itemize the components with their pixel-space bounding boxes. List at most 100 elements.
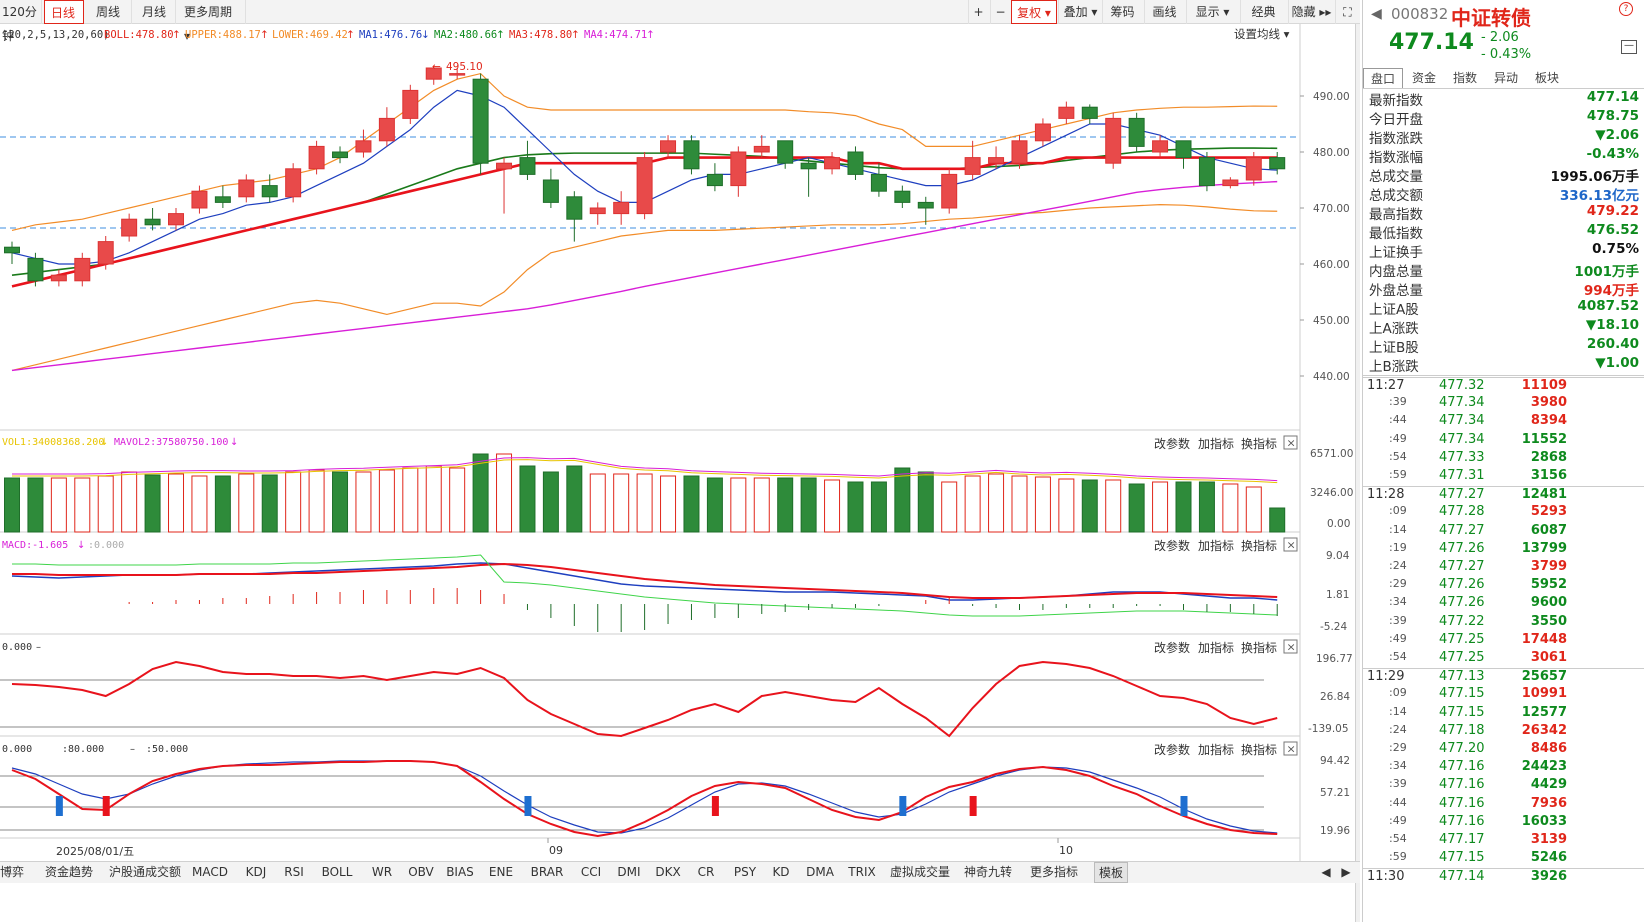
indicator-tab[interactable]: DMA: [806, 865, 834, 879]
add-indicator-button[interactable]: 加指标: [1198, 538, 1234, 553]
candle[interactable]: [308, 145, 325, 170]
indicator-tab[interactable]: DKX: [655, 865, 681, 879]
candle[interactable]: [1175, 140, 1192, 159]
overlay-dropdown[interactable]: 叠加 ▾: [1058, 0, 1102, 24]
close-panel-icon[interactable]: [1283, 537, 1298, 552]
kline-chart[interactable]: (20,2,5,13,20,60) BOLL:478.80 ↑ UPPER:48…: [0, 24, 1360, 862]
candle[interactable]: [285, 168, 302, 198]
change-params-button[interactable]: 改参数: [1154, 436, 1190, 451]
close-panel-icon[interactable]: [1283, 639, 1298, 654]
candle[interactable]: [964, 157, 981, 175]
hide-button[interactable]: 隐藏 ▸▸: [1288, 0, 1334, 24]
indicator-tab[interactable]: CCI: [580, 865, 602, 879]
indicator-tab[interactable]: 资金趋势: [44, 865, 93, 879]
switch-indicator-button[interactable]: 换指标: [1241, 538, 1277, 553]
adjust-rights-dropdown[interactable]: 复权 ▾: [1011, 0, 1057, 24]
candle[interactable]: [74, 257, 91, 282]
candle[interactable]: [1245, 157, 1262, 181]
tab-sector[interactable]: 板块: [1534, 71, 1559, 85]
candle[interactable]: [753, 145, 770, 153]
zoom-in-button[interactable]: +: [968, 0, 988, 24]
candle[interactable]: [941, 173, 958, 209]
indicator-tab[interactable]: RSI: [284, 865, 304, 879]
candle[interactable]: [121, 218, 138, 237]
scroll-right-icon[interactable]: ▶: [1341, 865, 1351, 879]
indicator-tab[interactable]: 模板: [1094, 862, 1128, 883]
info-icon[interactable]: ?: [1619, 2, 1633, 16]
switch-indicator-button[interactable]: 换指标: [1241, 640, 1277, 655]
change-params-button[interactable]: 改参数: [1154, 538, 1190, 553]
candle[interactable]: [1034, 123, 1051, 142]
draw-line-button[interactable]: 画线: [1144, 0, 1184, 24]
indicator-tab[interactable]: BOLL: [321, 865, 353, 879]
candle[interactable]: [1081, 106, 1098, 119]
candle[interactable]: [1198, 157, 1215, 187]
candle[interactable]: [847, 151, 864, 175]
add-indicator-button[interactable]: 加指标: [1198, 640, 1234, 655]
prev-arrow-icon[interactable]: ◀: [1371, 6, 1382, 22]
candle[interactable]: [824, 157, 841, 170]
candle[interactable]: [1105, 117, 1122, 164]
fullscreen-icon[interactable]: ⛶: [1335, 0, 1359, 24]
candle[interactable]: [496, 162, 513, 170]
display-dropdown[interactable]: 显示 ▾: [1186, 0, 1238, 24]
candle[interactable]: [355, 140, 372, 153]
candle[interactable]: [50, 274, 67, 282]
indicator-tab[interactable]: 沪股通成交额: [108, 865, 181, 879]
indicator-tab[interactable]: TRIX: [848, 865, 876, 879]
indicator-tab[interactable]: 虚拟成交量: [889, 865, 950, 879]
chips-button[interactable]: 筹码: [1102, 0, 1142, 24]
indicator-tab[interactable]: DMI: [617, 865, 641, 879]
classic-button[interactable]: 经典: [1240, 0, 1286, 24]
candle[interactable]: [1269, 157, 1286, 170]
candle[interactable]: [97, 241, 114, 265]
indicator-tab[interactable]: ENE: [488, 865, 514, 879]
zoom-out-button[interactable]: −: [990, 0, 1010, 24]
indicator-tab[interactable]: 博弈: [0, 865, 25, 879]
tab-pankou[interactable]: 盘口: [1363, 68, 1403, 88]
switch-indicator-button[interactable]: 换指标: [1241, 436, 1277, 451]
candle[interactable]: [1152, 140, 1169, 153]
candle[interactable]: [261, 185, 278, 198]
candle[interactable]: [378, 117, 395, 142]
indicator-tab[interactable]: BIAS: [446, 865, 474, 879]
candle[interactable]: [988, 157, 1005, 164]
candle[interactable]: [449, 73, 466, 76]
candle[interactable]: [1128, 117, 1145, 147]
indicator-tab[interactable]: KDJ: [245, 865, 267, 879]
candle[interactable]: [566, 196, 583, 220]
candle[interactable]: [27, 257, 44, 282]
candle[interactable]: [214, 196, 231, 203]
candle[interactable]: [425, 67, 442, 80]
tab-anomaly[interactable]: 异动: [1493, 71, 1518, 85]
indicator-tab[interactable]: 神奇九转: [964, 865, 1013, 879]
candle[interactable]: [519, 157, 536, 175]
collapse-icon[interactable]: —: [1621, 40, 1637, 54]
candle[interactable]: [894, 190, 911, 203]
period-monthly-button[interactable]: 月线: [136, 0, 176, 24]
indicator-tab[interactable]: MACD: [192, 865, 228, 879]
tab-funds[interactable]: 资金: [1411, 71, 1436, 85]
indicator-tab[interactable]: KD: [772, 865, 790, 879]
tab-index[interactable]: 指数: [1452, 71, 1477, 85]
change-params-button[interactable]: 改参数: [1154, 640, 1190, 655]
switch-indicator-button[interactable]: 换指标: [1241, 742, 1277, 757]
candle[interactable]: [589, 207, 606, 215]
add-indicator-button[interactable]: 加指标: [1198, 742, 1234, 757]
candle[interactable]: [542, 179, 559, 203]
period-weekly-button[interactable]: 周线: [90, 0, 132, 24]
period-daily-button[interactable]: 日线: [44, 0, 84, 24]
candle[interactable]: [168, 213, 185, 226]
candle[interactable]: [730, 151, 747, 187]
change-params-button[interactable]: 改参数: [1154, 742, 1190, 757]
candle[interactable]: [683, 140, 700, 170]
candle[interactable]: [870, 173, 887, 192]
candle[interactable]: [4, 246, 20, 254]
candle[interactable]: [191, 190, 208, 209]
candle[interactable]: [660, 140, 677, 153]
period-120min-button[interactable]: 120分钟: [0, 0, 42, 43]
scroll-left-icon[interactable]: ◀: [1321, 865, 1331, 879]
candle[interactable]: [917, 201, 934, 209]
candle[interactable]: [613, 201, 630, 215]
panel-splitter[interactable]: [1355, 24, 1360, 922]
